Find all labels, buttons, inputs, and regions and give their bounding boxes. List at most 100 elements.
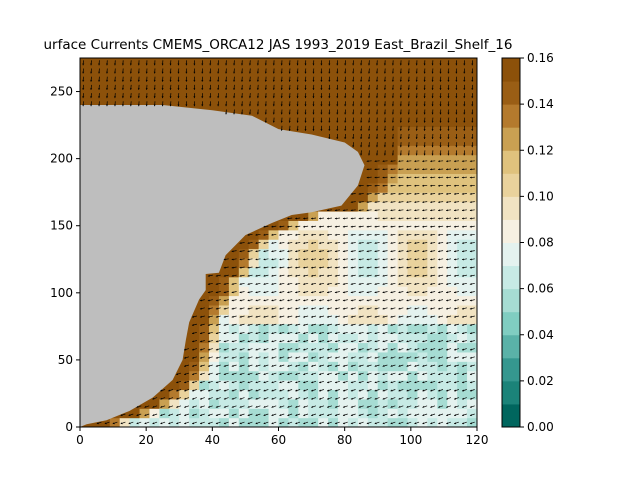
current-arrowhead — [239, 397, 242, 400]
current-arrowhead — [406, 225, 409, 228]
current-arrowhead — [128, 414, 131, 416]
current-arrowhead — [446, 356, 449, 359]
heatmap-cell — [278, 361, 290, 372]
current-arrowhead — [287, 373, 290, 376]
current-arrowhead — [454, 364, 456, 367]
heatmap-cell — [377, 389, 389, 400]
heatmap-cell — [447, 351, 458, 362]
colorbar-tick-label: 0.02 — [527, 374, 554, 388]
heatmap-cell — [377, 173, 389, 184]
heatmap-cell — [189, 58, 200, 62]
current-arrowhead — [366, 348, 369, 351]
heatmap-cell — [397, 361, 409, 372]
current-arrowhead — [280, 120, 283, 123]
current-arrowhead — [169, 71, 172, 74]
heatmap-cell — [447, 201, 458, 212]
heatmap-cell — [199, 295, 210, 306]
heatmap-cell — [338, 304, 349, 315]
heatmap-cell — [199, 88, 210, 99]
heatmap-cell — [387, 398, 399, 409]
current-arrowhead — [82, 71, 85, 74]
current-arrowhead — [470, 332, 472, 335]
current-arrowhead — [430, 266, 433, 269]
current-arrowhead — [327, 414, 329, 416]
current-arrowhead — [398, 315, 401, 318]
current-arrowhead — [319, 266, 321, 269]
heatmap-cell — [288, 351, 299, 362]
current-arrowhead — [263, 291, 266, 294]
heatmap-cell — [288, 304, 299, 315]
current-arrowhead — [184, 414, 187, 416]
heatmap-cell — [318, 257, 329, 268]
current-arrowhead — [215, 348, 218, 351]
current-arrowhead — [271, 291, 274, 294]
heatmap-cell — [288, 389, 299, 400]
heatmap-cell — [129, 79, 141, 90]
heatmap-cell — [447, 361, 458, 372]
heatmap-cell — [397, 79, 409, 90]
heatmap-cell — [447, 380, 458, 391]
current-arrowhead — [390, 168, 393, 171]
heatmap-cell — [109, 417, 121, 427]
heatmap-cell — [139, 58, 151, 62]
current-arrowhead — [430, 274, 433, 277]
current-arrowhead — [352, 71, 355, 74]
heatmap-cell — [467, 88, 477, 99]
current-arrowhead — [374, 160, 377, 163]
current-arrowhead — [430, 324, 433, 326]
heatmap-cell — [407, 201, 419, 212]
current-arrowhead — [295, 356, 298, 359]
colorbar-level — [502, 311, 520, 336]
current-arrowhead — [360, 120, 363, 123]
heatmap-cell — [437, 182, 448, 193]
current-arrowhead — [382, 405, 385, 408]
heatmap-cell — [377, 398, 389, 409]
current-arrowhead — [350, 414, 353, 416]
current-arrowhead — [352, 96, 355, 99]
current-arrowhead — [209, 79, 212, 82]
heatmap-cell — [238, 286, 250, 297]
heatmap-cell — [298, 380, 309, 391]
heatmap-cell — [417, 79, 428, 90]
current-arrowhead — [463, 79, 466, 82]
heatmap-cell — [467, 304, 477, 315]
heatmap-cell — [238, 107, 250, 118]
current-arrowhead — [414, 299, 417, 302]
heatmap-cell — [89, 98, 101, 109]
heatmap-cell — [367, 314, 379, 325]
current-arrowhead — [208, 405, 210, 408]
current-arrowhead — [231, 274, 234, 277]
current-arrowhead — [430, 340, 433, 343]
heatmap-cell — [328, 88, 339, 99]
current-arrowhead — [223, 291, 226, 294]
current-arrowhead — [366, 217, 369, 220]
current-arrowhead — [192, 324, 194, 326]
current-arrowhead — [390, 192, 393, 195]
current-arrowhead — [136, 405, 139, 408]
current-arrowhead — [398, 291, 401, 294]
heatmap-cell — [457, 408, 468, 419]
y-tick-label: 0 — [65, 420, 73, 434]
current-arrowhead — [247, 364, 250, 367]
current-arrowhead — [241, 63, 244, 66]
current-arrowhead — [247, 397, 250, 400]
current-arrowhead — [471, 137, 474, 139]
heatmap-cell — [467, 389, 477, 400]
heatmap-cell — [298, 88, 309, 99]
current-arrowhead — [336, 71, 339, 74]
current-arrowhead — [471, 88, 474, 90]
current-arrowhead — [304, 71, 307, 74]
current-arrowhead — [430, 160, 432, 163]
heatmap-cell — [457, 154, 468, 165]
heatmap-cell — [298, 107, 309, 118]
current-arrowhead — [231, 332, 234, 335]
heatmap-cell — [407, 154, 419, 165]
heatmap-cell — [218, 314, 230, 325]
heatmap-cell — [437, 126, 448, 137]
current-arrowhead — [239, 373, 242, 376]
current-arrowhead — [414, 184, 417, 187]
current-arrowhead — [390, 332, 393, 335]
heatmap-cell — [258, 79, 270, 90]
heatmap-cell — [397, 389, 409, 400]
